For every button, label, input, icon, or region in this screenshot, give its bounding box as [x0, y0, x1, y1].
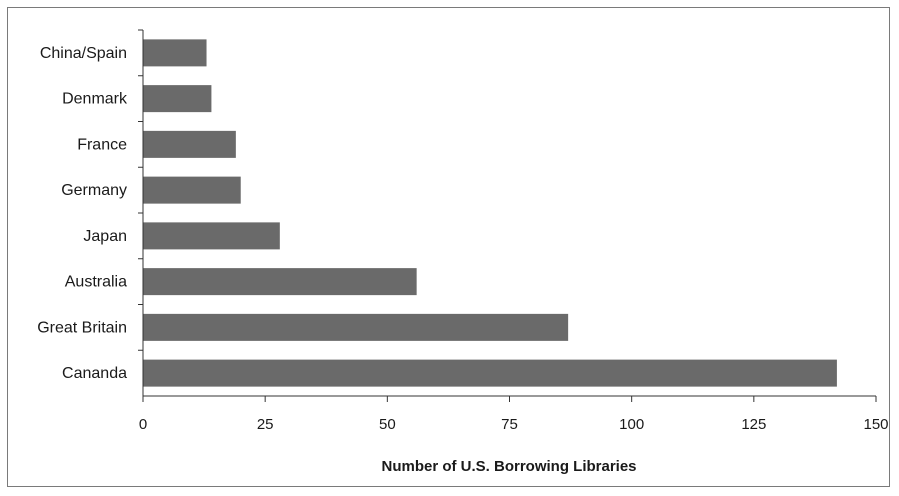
bar-cananda [143, 359, 837, 387]
x-tick-label: 0 [139, 416, 147, 433]
category-label: France [77, 136, 127, 153]
bar-great-britain [143, 313, 569, 341]
x-tick-label: 50 [379, 416, 396, 433]
x-tick-label: 75 [501, 416, 518, 433]
bar-france [143, 130, 236, 158]
category-label: Australia [65, 274, 127, 291]
category-label: China/Spain [40, 45, 127, 62]
category-label: Cananda [62, 365, 127, 382]
bars-group [143, 39, 837, 387]
bar-australia [143, 268, 417, 296]
x-axis-ticks: 0 25 50 75 100 125 150 [139, 396, 889, 433]
category-label: Germany [61, 182, 127, 199]
x-tick-label: 100 [619, 416, 644, 433]
bar-china-spain [143, 39, 207, 67]
category-label: Great Britain [37, 319, 127, 336]
category-labels: China/Spain Denmark France Germany Japan Aust… [37, 29, 143, 382]
x-axis-title: Number of U.S. Borrowing Libraries [381, 458, 636, 475]
bar-germany [143, 176, 241, 204]
x-tick-label: 150 [863, 416, 888, 433]
x-tick-label: 125 [741, 416, 766, 433]
category-label: Denmark [62, 91, 128, 108]
x-tick-label: 25 [257, 416, 274, 433]
bar-denmark [143, 85, 212, 113]
category-label: Japan [83, 228, 127, 245]
bar-japan [143, 222, 280, 250]
